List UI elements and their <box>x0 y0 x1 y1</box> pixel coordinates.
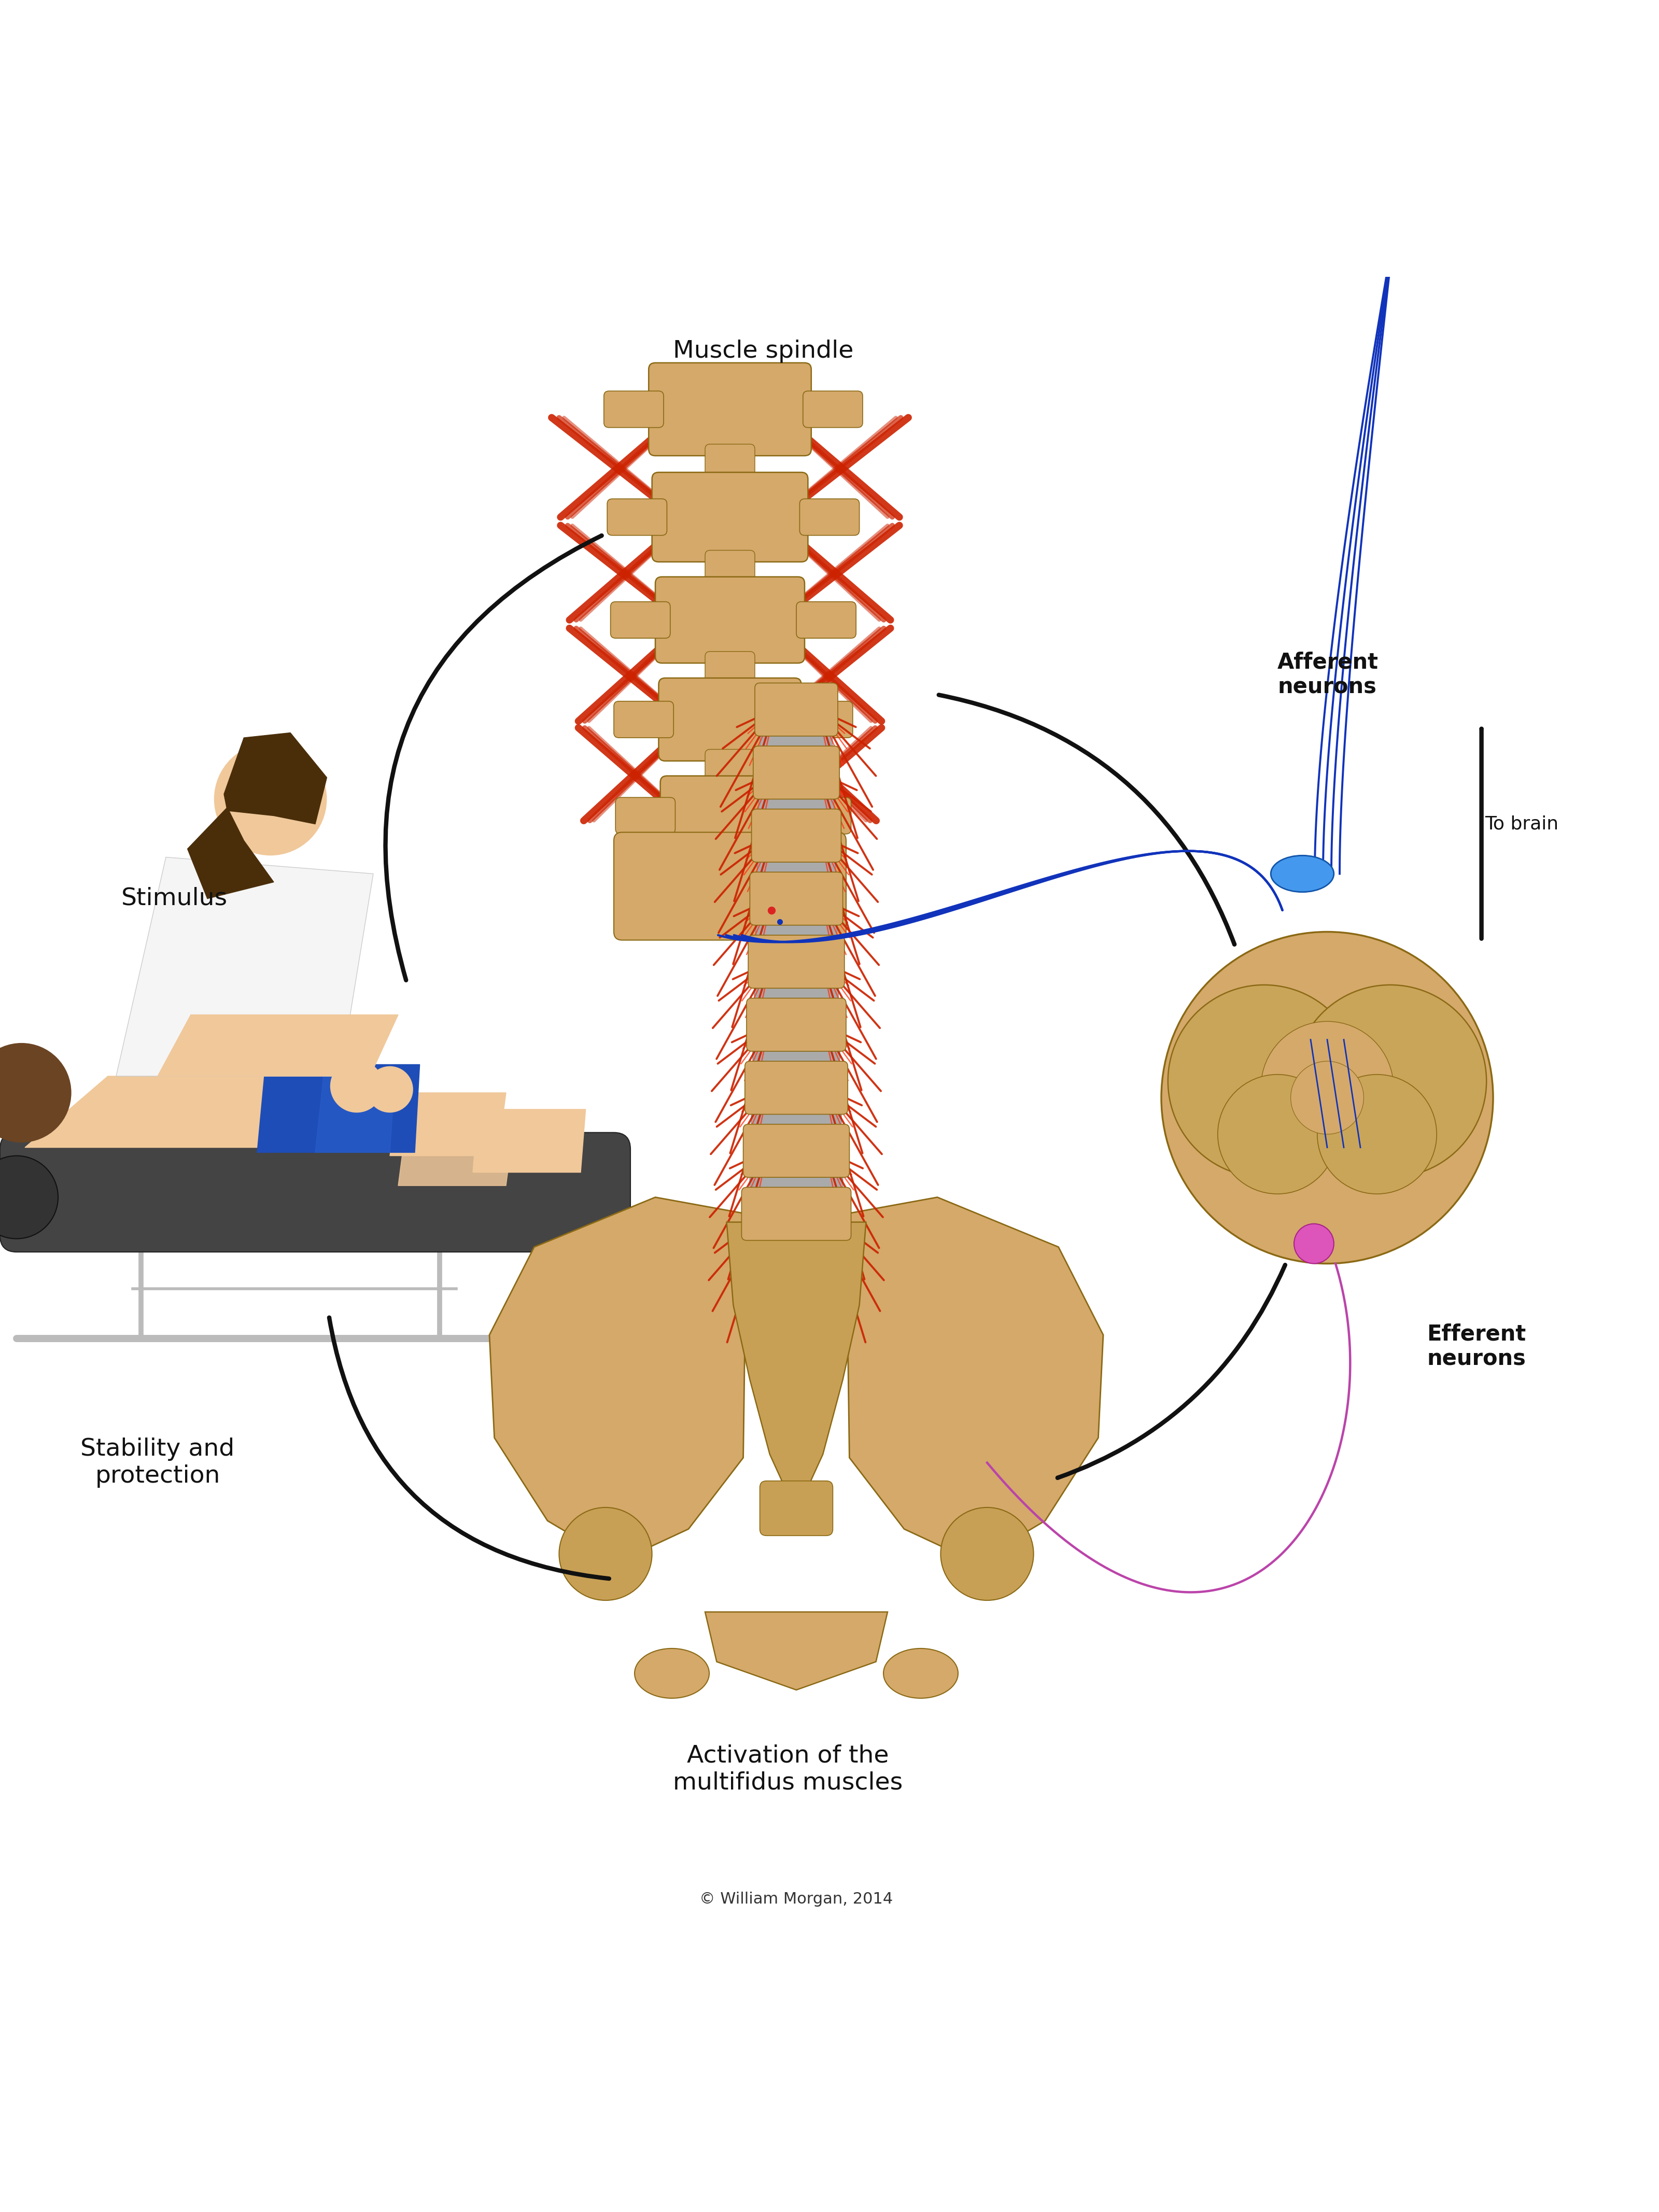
FancyBboxPatch shape <box>793 701 853 739</box>
FancyBboxPatch shape <box>760 1480 833 1535</box>
FancyBboxPatch shape <box>755 914 836 938</box>
Polygon shape <box>398 1121 514 1186</box>
FancyBboxPatch shape <box>705 653 755 699</box>
FancyBboxPatch shape <box>760 726 833 748</box>
Circle shape <box>1168 984 1360 1177</box>
Text: To brain: To brain <box>1485 816 1558 832</box>
FancyBboxPatch shape <box>748 936 844 989</box>
Circle shape <box>1161 931 1493 1263</box>
FancyBboxPatch shape <box>743 1124 849 1177</box>
FancyBboxPatch shape <box>748 1228 844 1252</box>
Polygon shape <box>158 1015 398 1077</box>
FancyBboxPatch shape <box>614 832 846 940</box>
FancyBboxPatch shape <box>800 500 859 535</box>
FancyBboxPatch shape <box>755 978 838 1000</box>
FancyBboxPatch shape <box>753 745 839 799</box>
FancyBboxPatch shape <box>750 1166 843 1188</box>
FancyBboxPatch shape <box>745 1062 848 1115</box>
FancyBboxPatch shape <box>659 679 801 761</box>
Polygon shape <box>187 807 274 898</box>
FancyBboxPatch shape <box>752 1104 841 1126</box>
Polygon shape <box>705 1613 888 1690</box>
FancyBboxPatch shape <box>705 445 755 491</box>
FancyBboxPatch shape <box>747 998 846 1051</box>
FancyBboxPatch shape <box>758 787 834 812</box>
FancyArrowPatch shape <box>385 535 602 980</box>
FancyBboxPatch shape <box>803 392 863 427</box>
FancyBboxPatch shape <box>652 473 808 562</box>
FancyBboxPatch shape <box>752 810 841 863</box>
Circle shape <box>1291 1062 1364 1135</box>
Text: Activation of the
multifidus muscles: Activation of the multifidus muscles <box>674 1745 902 1794</box>
Text: Muscle spindle: Muscle spindle <box>674 341 853 363</box>
FancyArrowPatch shape <box>939 695 1234 945</box>
Ellipse shape <box>883 1648 957 1699</box>
Circle shape <box>0 1044 71 1141</box>
Text: Efferent
neurons: Efferent neurons <box>1427 1323 1526 1369</box>
Polygon shape <box>116 858 373 1077</box>
FancyBboxPatch shape <box>607 500 667 535</box>
Circle shape <box>941 1506 1034 1599</box>
Circle shape <box>559 1506 652 1599</box>
Polygon shape <box>224 732 327 825</box>
FancyBboxPatch shape <box>655 577 805 664</box>
FancyBboxPatch shape <box>649 363 811 456</box>
FancyBboxPatch shape <box>796 602 856 639</box>
Circle shape <box>1294 984 1486 1177</box>
Circle shape <box>1261 1022 1394 1155</box>
FancyBboxPatch shape <box>742 1188 851 1241</box>
Polygon shape <box>25 1077 406 1148</box>
Polygon shape <box>473 1108 586 1172</box>
Circle shape <box>0 1155 58 1239</box>
FancyBboxPatch shape <box>611 602 670 639</box>
FancyBboxPatch shape <box>705 551 755 597</box>
FancyBboxPatch shape <box>750 872 843 925</box>
FancyBboxPatch shape <box>757 852 836 874</box>
FancyBboxPatch shape <box>604 392 664 427</box>
Polygon shape <box>315 1077 395 1152</box>
Circle shape <box>367 1066 413 1113</box>
FancyBboxPatch shape <box>753 1040 839 1064</box>
FancyArrowPatch shape <box>1057 1265 1286 1478</box>
Circle shape <box>1317 1075 1437 1194</box>
FancyBboxPatch shape <box>0 1133 630 1252</box>
Text: © William Morgan, 2014: © William Morgan, 2014 <box>700 1891 893 1907</box>
FancyBboxPatch shape <box>791 799 851 834</box>
Text: Stability and
protection: Stability and protection <box>81 1438 234 1489</box>
FancyBboxPatch shape <box>705 750 755 796</box>
Circle shape <box>214 743 327 856</box>
FancyBboxPatch shape <box>660 776 800 856</box>
Polygon shape <box>390 1093 506 1155</box>
FancyBboxPatch shape <box>615 799 675 834</box>
Ellipse shape <box>634 1648 710 1699</box>
Circle shape <box>330 1060 383 1113</box>
Polygon shape <box>846 1197 1103 1562</box>
Polygon shape <box>257 1064 420 1152</box>
FancyBboxPatch shape <box>755 684 838 737</box>
FancyArrowPatch shape <box>328 1318 609 1579</box>
Circle shape <box>1218 1075 1337 1194</box>
FancyBboxPatch shape <box>705 845 755 891</box>
Polygon shape <box>727 1221 866 1513</box>
Circle shape <box>1294 1223 1334 1263</box>
Text: Stimulus: Stimulus <box>121 887 227 911</box>
Text: Afferent
neurons: Afferent neurons <box>1277 650 1379 699</box>
Ellipse shape <box>1271 856 1334 891</box>
Polygon shape <box>489 1197 747 1562</box>
FancyBboxPatch shape <box>614 701 674 739</box>
